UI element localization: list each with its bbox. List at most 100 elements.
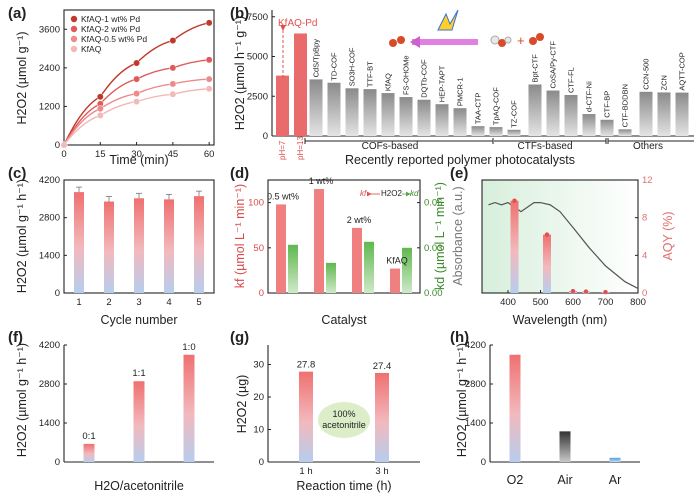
panel-h-category-label: Air [557,473,572,487]
panel-g-annotation-line1: 100% [332,409,355,419]
panel-b-bar [363,89,377,136]
panel-label-a: (a) [8,5,26,22]
panel-d-kd-bar [364,241,374,293]
panel-a-data-point [133,75,141,83]
panel-b-bar [399,97,413,136]
panel-d-legend: kf H2O2 kd [360,189,419,198]
panel-a-legend-marker [70,45,78,53]
panel-a-data-point [96,105,104,113]
panel-h-ytick-label: 2800 [465,379,486,390]
panel-d-ytick-label: 100 [248,198,264,209]
panel-a-data-point [169,64,177,72]
panel-f-ytick-label: 2800 [39,379,60,390]
panel-h-bar [559,431,571,462]
panel-d-ytick-label: 0 [259,288,264,299]
panel-f-ytick-label: 1400 [39,418,60,429]
panel-b-bar-label: CoSA/Py-CTF [549,41,558,89]
panel-f-category-label: 1:1 [132,368,145,379]
panel-d-ytick-label-right: 0.00 [424,288,443,299]
panel-b-bar [657,92,671,136]
panel-b-bar-label: TTF-BT [366,61,375,87]
panel-d-kf-bar [314,189,324,293]
svg-text:kf: kf [360,189,367,198]
panel-a-series-line [63,88,210,146]
panel-b-bar-label: TD-COF [330,52,339,81]
panel-d-catalyst-label: 1 wt% [309,176,334,186]
panel-c-bar [194,196,204,293]
panel-a-data-point [169,37,177,44]
panel-d-xlabel: Catalyst [321,313,367,327]
panel-a-data-point [169,90,177,98]
panel-g-bar-chart: 0 10 20 30 1 h 3 h 27.8 27.4 100% acetonitrile… [235,345,420,493]
panel-d-kf-bar [390,268,400,293]
panel-b-bar [564,94,578,136]
panel-a-ytick-label: 3600 [39,24,60,35]
panel-b-bar [528,84,542,136]
panel-d-ytick-label-right: 0.03 [424,243,443,254]
panel-c-bar-chart: 0 1400 2800 4200 1 2 3 4 5 Cycle number H2O2 (µm… [15,175,215,327]
panel-b-bar-label: TpAQ-COF [492,87,501,125]
panel-e-ylabel-right: AQY (%) [661,211,675,260]
panel-c-category-label: 1 [76,297,81,308]
plus-icon: + [517,33,525,48]
panel-b-bar [453,108,467,136]
panel-label-f: (f) [8,329,23,346]
panel-c-category-label: 2 [106,297,111,308]
panel-b-bar-label: CTF-FL [567,67,576,93]
panel-f-ytick-label: 4200 [39,340,60,351]
panel-b-bar-label: HEP-TAPT [438,65,447,102]
panel-a-xtick-label: 45 [168,149,179,160]
panel-a-legend-label: KfAQ-2 wt% Pd [81,24,140,34]
panel-b-xlabel: Recently reported polymer photocatalysts [345,153,575,167]
panel-e-aqy-point [583,289,589,294]
panel-h-ylabel: H2O2 (µmol g⁻¹ h⁻¹) [455,343,469,457]
panel-label-b: (b) [230,5,249,22]
panel-f-xlabel: H2O/acetonitrile [94,479,184,493]
panel-b-annotation: KfAQ-Pd [278,18,317,29]
panel-f-bar [83,443,95,462]
panel-c-ytick-label: 1400 [39,250,60,261]
panel-e-aqy-point [603,289,608,295]
panel-a-ytick-label: 1200 [39,101,60,112]
panel-g-ytick-label: 30 [253,360,264,371]
panel-b-bar [546,90,560,136]
panel-g-category-label: 1 h [299,466,312,477]
panel-g-bar [375,372,389,462]
panel-b-bar-label: TAA-CTP [474,93,483,125]
panel-c-xlabel: Cycle number [100,313,177,327]
panel-a-data-point [205,56,213,64]
panel-b-bar [618,129,632,136]
panel-b-bar-label: Bpt-CTF [531,54,540,83]
panel-h-ytick-label: 0 [481,457,486,468]
panel-h-bar [609,457,621,462]
panel-h-ytick-label: 1400 [465,418,486,429]
panel-d-catalyst-label: 0.5 wt% [267,191,299,201]
panel-b-group-cofs: COFs-based [304,138,494,152]
panel-b-group-label-ctfs: CTFs-based [517,141,572,152]
panel-b-ylabel: H2O2 (µmol h⁻¹ g⁻¹) [233,16,247,130]
panel-h-ytick-label: 4200 [465,340,486,351]
panel-a-xtick-label: 15 [95,149,106,160]
panel-b-bar [309,79,323,136]
panel-a-xlabel: Time (min) [109,153,168,167]
panel-b-group-others: Others [607,138,694,152]
panel-e-aqy-point [544,232,550,237]
panel-a-legend-label: KfAQ [81,44,102,54]
panel-b-bar-label: AQTT-COP [678,52,687,90]
panel-f-ylabel: H2O2 (µmol g⁻¹ h⁻¹) [15,343,29,457]
panel-c-bar [164,199,174,293]
panel-b-bar [417,99,431,136]
panel-g-category-label: 3 h [375,466,388,477]
panel-a-data-point [96,93,104,101]
panel-b-bar-label: d-CTF-Ni [585,81,594,112]
panel-f-bar [183,354,195,462]
panel-b-bar [600,119,614,136]
panel-d-ytick-label-right: 0.06 [424,198,443,209]
panel-f-category-label: 1:0 [182,342,195,353]
panel-h-category-label: O2 [507,473,524,487]
panel-a-ytick-label: 0 [55,140,60,151]
panel-b-ytick-label: 0 [263,131,268,142]
panel-b-bar [345,88,359,136]
panel-g-data-label: 27.8 [297,360,316,371]
